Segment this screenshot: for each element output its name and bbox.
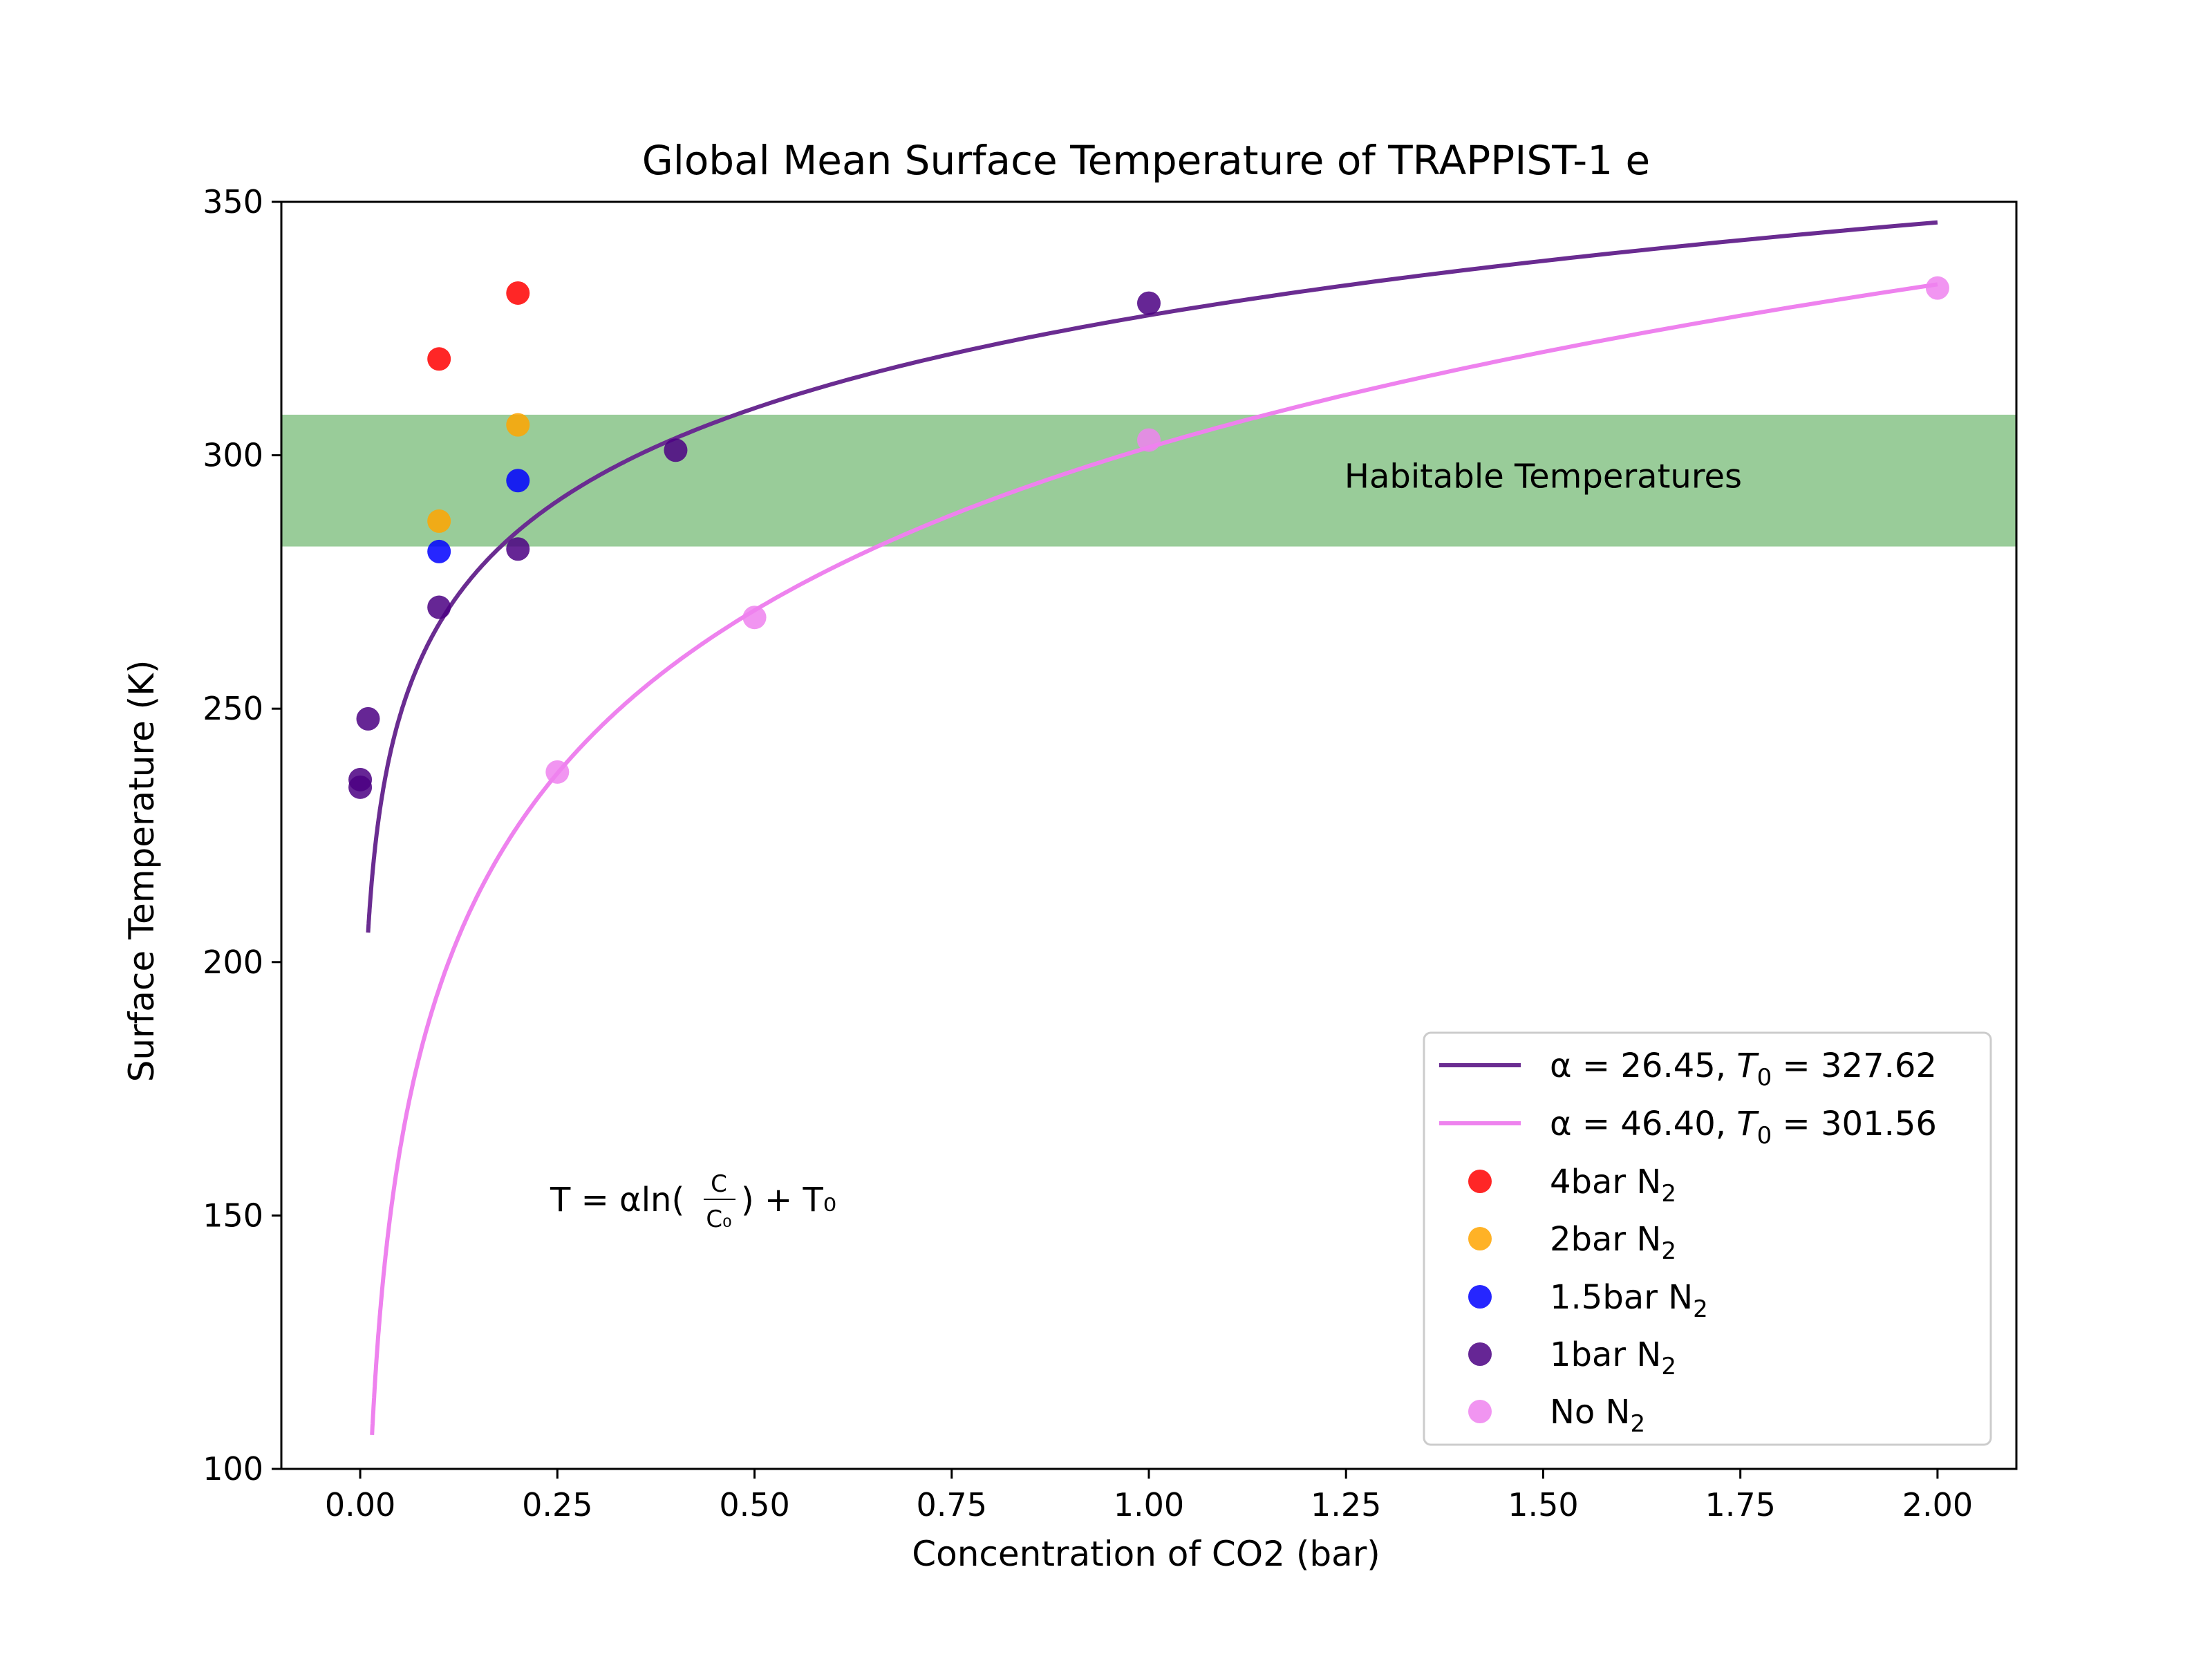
data-point-series-5 bbox=[742, 606, 767, 630]
x-axis-label: Concentration of CO2 (bar) bbox=[912, 1534, 1380, 1574]
y-axis-label: Surface Temperature (K) bbox=[122, 660, 162, 1082]
data-point-series-5 bbox=[545, 760, 570, 784]
legend-no-n2-marker bbox=[1468, 1400, 1492, 1423]
x-axis-ticks: 0.00 0.25 0.50 0.75 1.00 1.25 1.50 1.75 2.00 bbox=[325, 1469, 1973, 1524]
legend-1bar-label: 1bar N2 bbox=[1550, 1335, 1676, 1380]
scatter-points bbox=[348, 276, 1949, 799]
data-point-series-3 bbox=[427, 539, 451, 563]
legend-fit-1-alpha: α = 26.45, bbox=[1550, 1047, 1736, 1085]
legend-1-5bar-label: 1.5bar N2 bbox=[1550, 1278, 1708, 1323]
x-tick-label: 1.25 bbox=[1311, 1486, 1381, 1524]
legend-1-5bar-sub: 2 bbox=[1693, 1295, 1708, 1323]
legend-2bar-marker bbox=[1468, 1227, 1492, 1250]
formula-numerator: C bbox=[711, 1170, 727, 1198]
legend-4bar-label: 4bar N2 bbox=[1550, 1163, 1676, 1208]
legend-1bar-sub: 2 bbox=[1661, 1353, 1676, 1380]
formula-denominator: C₀ bbox=[706, 1206, 731, 1233]
legend-fit-1-label: α = 26.45, T0 = 327.62 bbox=[1550, 1047, 1937, 1091]
legend-box bbox=[1423, 1031, 1992, 1446]
x-tick-label: 1.50 bbox=[1508, 1486, 1578, 1524]
y-tick-label: 250 bbox=[203, 690, 263, 727]
x-tick-label: 0.75 bbox=[917, 1486, 987, 1524]
data-point-series-4 bbox=[348, 775, 373, 799]
y-tick-label: 200 bbox=[203, 944, 263, 981]
data-point-series-4 bbox=[1137, 291, 1161, 315]
legend-fit-2-t-sub: 0 bbox=[1757, 1122, 1772, 1150]
y-tick-label: 300 bbox=[203, 437, 263, 474]
x-tick-label: 1.00 bbox=[1114, 1486, 1184, 1524]
legend-4bar-sub: 2 bbox=[1661, 1180, 1676, 1208]
x-tick-label: 2.00 bbox=[1902, 1486, 1973, 1524]
y-tick-label: 150 bbox=[203, 1197, 263, 1234]
y-tick-label: 350 bbox=[203, 183, 263, 221]
habitable-band-label: Habitable Temperatures bbox=[1344, 457, 1742, 496]
data-point-series-4 bbox=[356, 706, 380, 731]
fit-line-2 bbox=[370, 282, 1938, 1436]
x-tick-label: 0.00 bbox=[325, 1486, 395, 1524]
y-tick-label: 100 bbox=[203, 1450, 263, 1488]
data-point-series-4 bbox=[664, 438, 688, 462]
legend: α = 26.45, T0 = 327.62 α = 46.40, T0 = 3… bbox=[1423, 1031, 1992, 1446]
chart-title: Global Mean Surface Temperature of TRAPP… bbox=[642, 137, 1650, 184]
legend-fit-2-label: α = 46.40, T0 = 301.56 bbox=[1550, 1105, 1937, 1150]
data-point-series-5 bbox=[1925, 276, 1949, 300]
formula-text-end: ) + T₀ bbox=[741, 1181, 836, 1219]
legend-no-n2-text: No N bbox=[1550, 1393, 1630, 1432]
fit-lines bbox=[366, 220, 1938, 1436]
legend-2bar-text: 2bar N bbox=[1550, 1220, 1661, 1259]
legend-no-n2-sub: 2 bbox=[1630, 1410, 1645, 1438]
legend-4bar-text: 4bar N bbox=[1550, 1163, 1661, 1201]
legend-1-5bar-text: 1.5bar N bbox=[1550, 1278, 1693, 1317]
legend-2bar-label: 2bar N2 bbox=[1550, 1220, 1676, 1265]
legend-fit-2-value: = 301.56 bbox=[1772, 1105, 1937, 1143]
fit-line-1 bbox=[366, 220, 1938, 933]
x-tick-label: 1.75 bbox=[1705, 1486, 1775, 1524]
legend-1-5bar-marker bbox=[1468, 1285, 1492, 1309]
data-point-series-5 bbox=[1137, 428, 1161, 452]
legend-1bar-text: 1bar N bbox=[1550, 1335, 1661, 1374]
legend-fit-2-t: T bbox=[1736, 1105, 1759, 1143]
plot-area: Habitable Temperatures bbox=[281, 220, 2016, 1436]
legend-fit-1-t-sub: 0 bbox=[1757, 1064, 1772, 1091]
legend-fit-1-t: T bbox=[1736, 1047, 1759, 1085]
legend-fit-1-value: = 327.62 bbox=[1772, 1047, 1937, 1085]
y-axis-ticks: 100 150 200 250 300 350 bbox=[203, 183, 281, 1488]
data-point-series-2 bbox=[427, 509, 451, 533]
legend-2bar-sub: 2 bbox=[1661, 1237, 1676, 1265]
x-tick-label: 0.25 bbox=[522, 1486, 592, 1524]
legend-no-n2-label: No N2 bbox=[1550, 1393, 1645, 1438]
formula-annotation: T = αln( C C₀ ) + T₀ bbox=[550, 1170, 836, 1233]
legend-1bar-marker bbox=[1468, 1342, 1492, 1366]
data-point-series-4 bbox=[506, 537, 530, 561]
x-tick-label: 0.50 bbox=[719, 1486, 789, 1524]
data-point-series-4 bbox=[427, 595, 451, 619]
data-point-series-1 bbox=[506, 281, 530, 305]
formula-text-main: T = αln( bbox=[550, 1181, 684, 1219]
data-point-series-2 bbox=[506, 413, 530, 437]
data-point-series-3 bbox=[506, 469, 530, 493]
legend-fit-2-alpha: α = 46.40, bbox=[1550, 1105, 1736, 1143]
data-point-series-1 bbox=[427, 347, 451, 371]
legend-4bar-marker bbox=[1468, 1170, 1492, 1193]
